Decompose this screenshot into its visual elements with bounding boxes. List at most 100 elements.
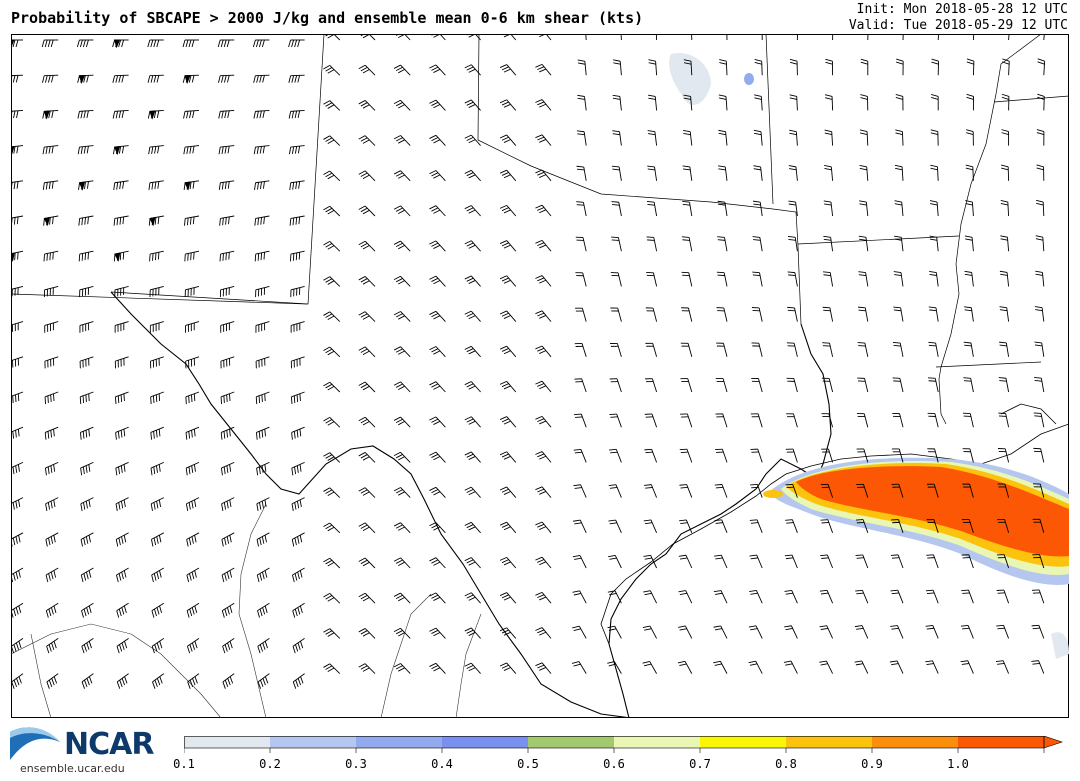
wind-barb [42,109,59,120]
wind-barb [499,64,517,76]
wind-barb [289,180,305,191]
wind-barb [785,483,798,498]
wind-barb [859,164,869,181]
wind-barb [257,673,270,689]
wind-barb [499,99,517,111]
wind-barb [393,240,411,252]
wind-barb [252,39,270,48]
wind-barb [1036,164,1045,181]
wind-barb [77,145,94,155]
colorbar-segment [872,736,958,748]
wind-barb [855,554,869,569]
wind-barb [647,165,658,181]
wind-barb [643,519,658,533]
wind-barb [930,129,939,146]
colorbar-segment [442,736,528,748]
wind-barb [115,532,129,547]
wind-barb [393,311,411,322]
wind-barb [857,342,869,357]
wind-barb [11,74,24,83]
wind-barb [254,215,270,226]
wind-barb [358,346,376,358]
wind-barb [1000,199,1010,217]
wind-barb [429,170,446,182]
wind-barb [607,590,622,604]
wind-barb [184,215,200,226]
wind-barb [574,413,587,428]
wind-barb [499,486,517,498]
wind-barb [79,285,94,298]
wind-barb [610,342,622,357]
wind-barb [149,321,164,333]
wind-barb [45,497,59,511]
wind-barb [429,486,446,498]
wind-barb [115,497,129,511]
wind-barb [960,660,974,674]
wind-barb [393,557,411,569]
wind-barb [998,412,1010,428]
wind-barb [789,58,798,76]
wind-barb [535,63,552,76]
wind-barb [753,165,763,181]
wind-barb [713,590,728,604]
wind-barb [937,34,940,41]
wind-barb [644,413,658,428]
wind-barb [682,200,693,217]
wind-barb [323,663,341,674]
wind-barb [464,381,481,393]
wind-barb [148,215,164,227]
wind-barb [1031,589,1045,604]
wind-barb [713,660,728,674]
wind-barb [682,130,693,146]
wind-barb [220,356,235,369]
wind-barb [535,239,552,252]
wind-barb [928,306,939,322]
wind-barb [535,521,552,534]
wind-barb [785,448,798,463]
wind-barb [677,660,693,674]
wind-barb [429,310,446,322]
colorbar-labels: 0.1 0.2 0.3 0.4 0.5 0.6 0.7 0.8 0.9 1.0 [0,757,1080,777]
wind-barb [927,412,939,428]
wind-barb [185,356,200,369]
wind-barb [464,521,481,534]
wind-barb [185,426,200,440]
wind-barb [535,204,552,217]
wind-barb [358,100,376,111]
wind-barb [573,519,587,533]
wind-barb [150,391,164,405]
wind-barb [535,591,552,604]
wind-barb [748,625,763,639]
wind-barb [573,448,587,463]
wind-barb [147,109,164,120]
wind-barb [584,34,587,41]
wind-barb [11,426,24,440]
wind-barb [574,342,587,357]
wind-barb [857,306,869,322]
wind-barb [393,64,411,76]
wind-barb [288,39,305,48]
wind-barb [749,519,763,533]
wind-barb [323,381,341,393]
wind-barb [112,74,129,83]
wind-barb [576,130,587,146]
map-title: Probability of SBCAPE > 2000 J/kg and en… [11,9,644,27]
texas-boundary [110,291,832,718]
wind-barb [1037,93,1045,111]
wind-barb [81,673,94,689]
wind-barb [860,94,869,111]
wind-barb [393,663,411,674]
wind-barb [571,661,587,674]
wind-barb [464,345,481,358]
wind-barb [1036,199,1045,217]
wind-barb [292,602,305,618]
wind-barb [429,522,446,534]
wind-barb [499,134,517,146]
wind-barb [1031,660,1045,674]
wind-barb [429,346,446,358]
wind-barb [611,201,622,217]
wind-barb [323,135,341,146]
wind-barb [824,94,834,111]
wind-barb [257,638,270,654]
wind-barb [894,235,904,252]
